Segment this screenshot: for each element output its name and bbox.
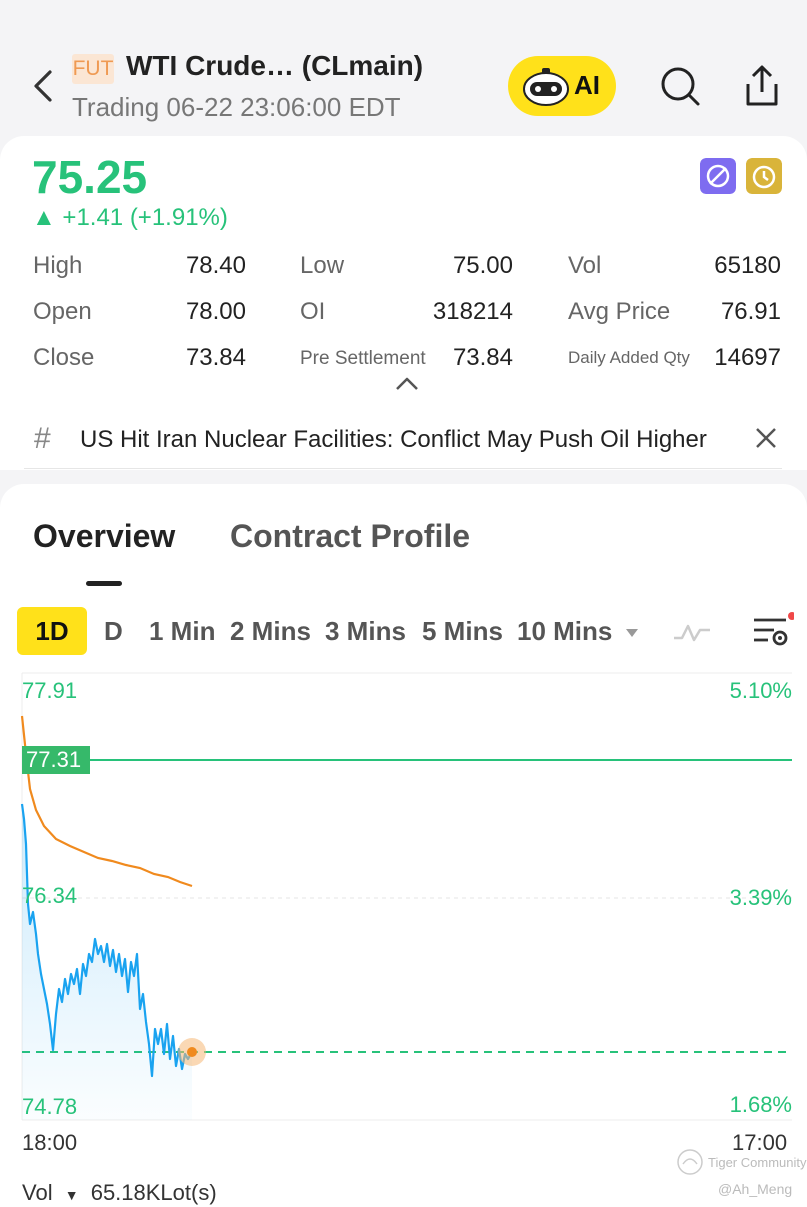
y-axis-bottom-price: 74.78: [22, 1094, 78, 1119]
volume-label: Vol: [22, 1180, 53, 1205]
watermark-user: @Ah_Meng: [718, 1181, 793, 1197]
open-label: Open: [33, 298, 92, 325]
pre-settlement-value: 73.84: [452, 344, 513, 371]
close-value: 73.84: [185, 344, 246, 371]
close-label: Close: [33, 344, 95, 371]
intraday-chart[interactable]: [0, 484, 807, 1207]
instrument-title: WTI Crude… (CLmain): [126, 50, 424, 81]
chart-settings-icon[interactable]: [750, 612, 794, 652]
quote-card: 75.25 ▲ +1.41 (+1.91%) High 78.40 Low 75…: [0, 136, 807, 470]
daily-added-qty-label: Daily Added Qty: [568, 348, 690, 367]
tiger-logo-icon: [677, 1149, 703, 1175]
chevron-down-icon: ▼: [64, 1187, 79, 1203]
disabled-alert-icon[interactable]: [700, 158, 736, 194]
chevron-up-icon[interactable]: [394, 376, 420, 392]
active-tab-indicator: [86, 581, 122, 586]
tab-overview[interactable]: Overview: [33, 518, 176, 554]
avg-price-value: 76.91: [720, 298, 781, 325]
low-label: Low: [300, 252, 345, 279]
average-price-line: [20, 715, 193, 888]
volume-summary[interactable]: Vol ▼ 65.18KLot(s): [22, 1180, 217, 1206]
search-icon[interactable]: [658, 64, 702, 108]
x-axis-start-time: 18:00: [22, 1130, 78, 1155]
timeframe-2mins[interactable]: 2 Mins: [230, 616, 311, 646]
price-change: ▲ +1.41 (+1.91%): [32, 204, 228, 231]
last-price: 75.25: [32, 151, 148, 203]
avg-price-label: Avg Price: [568, 298, 671, 325]
trading-status: Trading 06-22 23:06:00 EDT: [72, 92, 401, 122]
y-axis-mid-pct: 3.39%: [729, 885, 792, 910]
oi-value: 318214: [432, 298, 513, 325]
timeframe-3mins[interactable]: 3 Mins: [325, 616, 406, 646]
history-icon[interactable]: [746, 158, 782, 194]
pre-settlement-label: Pre Settlement: [300, 348, 426, 369]
volume-value: 65.18KLot(s): [90, 1180, 217, 1205]
dropdown-caret-icon[interactable]: [625, 628, 639, 638]
high-label: High: [33, 252, 83, 279]
timeframe-5mins[interactable]: 5 Mins: [422, 616, 503, 646]
divider: [24, 468, 782, 469]
y-axis-mid-price: 76.34: [22, 883, 78, 908]
timeframe-10mins[interactable]: 10 Mins: [517, 616, 613, 646]
x-axis-end-time: 17:00: [732, 1130, 788, 1155]
high-marker-tag: [22, 746, 90, 774]
robot-icon: [523, 68, 569, 106]
timeframe-1d[interactable]: 1D: [17, 607, 87, 655]
low-value: 75.00: [452, 252, 513, 279]
chart-panel: Overview Contract Profile 1D D 1 Min 2 M…: [0, 484, 807, 1207]
hashtag-icon: #: [34, 422, 51, 455]
close-icon[interactable]: [752, 424, 780, 452]
vol-value: 65180: [714, 252, 781, 279]
news-headline[interactable]: US Hit Iran Nuclear Facilities: Conflict…: [80, 426, 707, 453]
tab-contract-profile[interactable]: Contract Profile: [230, 518, 471, 554]
line-chart-toggle-icon[interactable]: [672, 620, 712, 644]
daily-added-qty-value: 14697: [714, 344, 781, 371]
watermark-brand: Tiger Community: [708, 1155, 807, 1170]
timeframe-d[interactable]: D: [104, 616, 123, 646]
ai-assistant-button[interactable]: AI: [508, 56, 616, 116]
news-banner[interactable]: # US Hit Iran Nuclear Facilities: Confli…: [0, 406, 807, 470]
futures-badge: FUT: [72, 54, 114, 84]
price-line: [20, 803, 193, 1078]
oi-label: OI: [300, 298, 326, 325]
y-axis-top-pct: 5.10%: [729, 678, 792, 703]
ai-label: AI: [574, 70, 600, 100]
open-value: 78.00: [185, 298, 246, 325]
y-axis-top-price: 77.91: [22, 678, 78, 703]
high-marker-price: 77.31: [26, 747, 82, 772]
back-arrow-icon[interactable]: [28, 66, 58, 106]
price-area: [22, 804, 192, 1120]
high-value: 78.40: [185, 252, 246, 279]
share-icon[interactable]: [740, 64, 784, 108]
timeframe-1min[interactable]: 1 Min: [149, 616, 216, 646]
header: FUT WTI Crude… (CLmain) Trading 06-22 23…: [0, 0, 807, 140]
vol-label: Vol: [568, 252, 602, 279]
y-axis-bottom-pct: 1.68%: [729, 1092, 792, 1117]
current-price-dot: [187, 1047, 197, 1057]
